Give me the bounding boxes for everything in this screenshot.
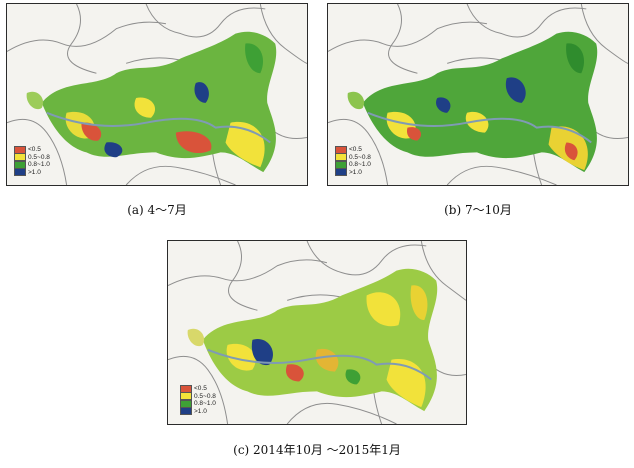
map-c-svg [168, 241, 466, 424]
map-a-river [46, 111, 271, 144]
legend-c-label-1: 0.5~0.8 [194, 392, 216, 400]
caption-a: (a) 4～7月 [127, 203, 187, 217]
legend-b-label-1: 0.5~0.8 [349, 153, 371, 161]
map-c-river [207, 348, 432, 381]
legend-b-label-3: >1.0 [349, 168, 362, 176]
legend-a-row: >1.0 [14, 168, 50, 177]
map-c [167, 240, 467, 425]
map-a-svg [7, 4, 307, 185]
legend-c: <0.5 0.5~0.8 0.8~1.0 >1.0 [180, 384, 216, 416]
legend-c-swatch-3 [180, 407, 192, 416]
legend-a-label-2: 0.8~1.0 [28, 161, 50, 169]
legend-b-label-0: <0.5 [349, 146, 362, 154]
map-b-region [347, 31, 598, 173]
legend-c-row: >1.0 [180, 407, 216, 416]
map-a-region [26, 31, 277, 173]
legend-c-label-3: >1.0 [194, 407, 207, 415]
map-b [327, 3, 629, 186]
legend-a-label-0: <0.5 [28, 146, 41, 154]
map-a [6, 3, 308, 186]
legend-b-swatch-3 [335, 168, 347, 177]
caption-c: (c) 2014年10月 ～2015年1月 [233, 443, 401, 457]
legend-b: <0.5 0.5~0.8 0.8~1.0 >1.0 [335, 145, 371, 177]
map-b-river [367, 111, 592, 144]
legend-b-label-2: 0.8~1.0 [349, 161, 371, 169]
legend-a-swatch-3 [14, 168, 26, 177]
legend-b-row: >1.0 [335, 168, 371, 177]
map-b-svg [328, 4, 628, 185]
legend-a-label-1: 0.5~0.8 [28, 153, 50, 161]
legend-a: <0.5 0.5~0.8 0.8~1.0 >1.0 [14, 145, 50, 177]
caption-b: (b) 7～10月 [444, 203, 512, 217]
map-c-region [187, 268, 438, 412]
legend-c-label-0: <0.5 [194, 385, 207, 393]
legend-a-label-3: >1.0 [28, 168, 41, 176]
map-b-boundaries [328, 4, 628, 185]
legend-c-label-2: 0.8~1.0 [194, 400, 216, 408]
